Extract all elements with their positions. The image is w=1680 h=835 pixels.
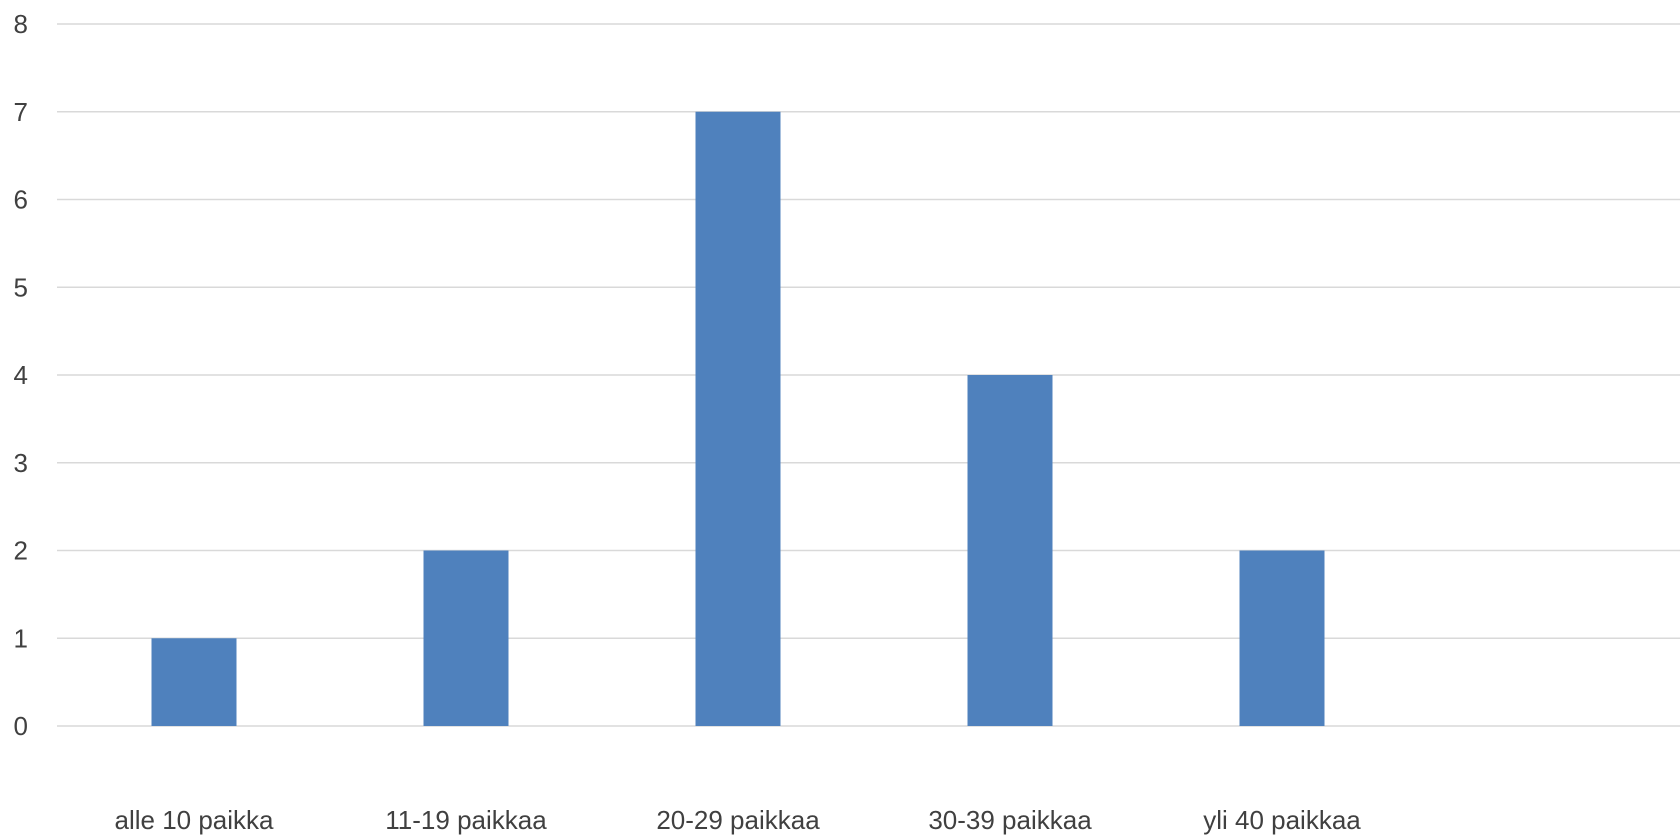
x-tick-label: alle 10 paikka [115,805,275,835]
y-tick-label: 8 [14,9,28,39]
y-tick-label: 1 [14,623,28,653]
y-tick-label: 2 [14,536,28,566]
bar-2 [695,111,781,726]
gridlines [57,23,1680,727]
y-axis-ticks: 0 1 2 3 4 5 6 7 8 [14,9,28,741]
y-tick-label: 3 [14,448,28,478]
y-tick-label: 6 [14,185,28,215]
bars [151,111,1325,726]
y-tick-label: 0 [14,711,28,741]
x-tick-label: 30-39 paikkaa [928,805,1092,835]
x-tick-label: 20-29 paikkaa [656,805,820,835]
bar-4 [1239,550,1325,726]
bar-0 [151,638,237,726]
bar-1 [423,550,509,726]
x-tick-label: yli 40 paikkaa [1203,805,1361,835]
y-tick-label: 5 [14,272,28,302]
x-axis-ticks: alle 10 paikka 11-19 paikkaa 20-29 paikkaa… [115,805,1362,835]
bar-3 [967,375,1053,726]
x-tick-label: 11-19 paikkaa [385,805,547,835]
y-tick-label: 7 [14,97,28,127]
y-tick-label: 4 [14,360,28,390]
